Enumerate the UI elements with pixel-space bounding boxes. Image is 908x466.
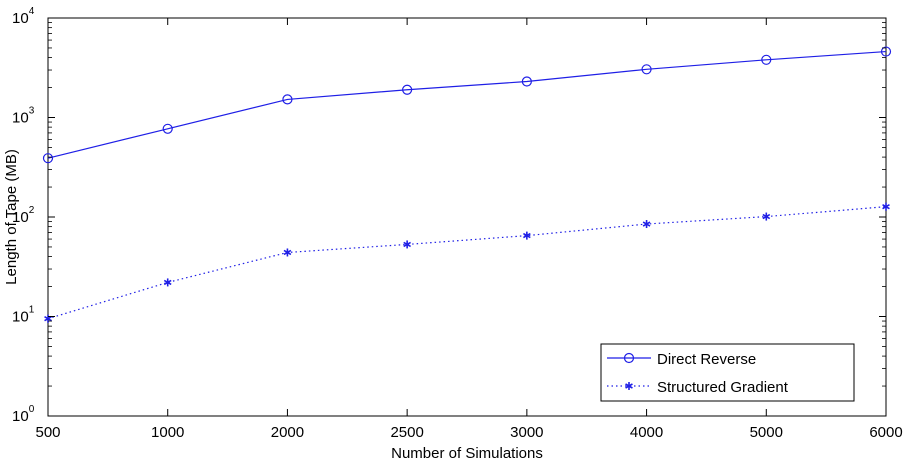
y-tick-label-3: 103 (12, 106, 35, 127)
legend-label-direct-reverse: Direct Reverse (657, 351, 756, 368)
y-tick-label-1: 101 (12, 305, 35, 326)
x-tick-label-5: 4000 (630, 424, 663, 441)
y-tick-label-0: 100 (12, 404, 35, 425)
x-tick-label-7: 6000 (869, 424, 902, 441)
series-line-0 (47, 50, 887, 159)
x-tick-label-6: 5000 (750, 424, 783, 441)
x-tick-label-4: 3000 (510, 424, 543, 441)
data-point-s1-5 (642, 220, 651, 229)
y-tick-label-4: 104 (12, 6, 35, 27)
data-point-s0-7 (880, 46, 892, 57)
x-axis-label: Number of Simulations (391, 445, 543, 462)
y-tick-label-2: 102 (12, 205, 35, 226)
legend: Direct Reverse Structured Gradient (600, 343, 855, 402)
axis-ticks (47, 17, 887, 417)
series-markers (42, 46, 892, 323)
data-point-s0-1 (162, 123, 173, 134)
legend-asterisk-shape (625, 382, 633, 390)
data-point-s0-0 (42, 153, 54, 164)
data-point-s0-3 (402, 84, 413, 95)
y-axis-label: Length of Tape (MB) (3, 149, 20, 285)
legend-marker-direct-reverse (623, 352, 635, 364)
data-point-s0-6 (761, 54, 772, 65)
data-point-s0-2 (282, 94, 293, 105)
axis-tick-labels: 500 1000 2000 2500 3000 4000 5000 6000 100 101 102… (12, 6, 903, 441)
series-line-1 (47, 206, 887, 320)
x-tick-label-0: 500 (35, 424, 60, 441)
series-lines (47, 50, 887, 320)
data-point-s1-6 (762, 212, 771, 221)
legend-label-structured-gradient: Structured Gradient (657, 379, 789, 396)
legend-marker-structured-gradient (625, 382, 633, 390)
x-tick-label-2: 2000 (271, 424, 304, 441)
data-point-s0-5 (641, 64, 652, 75)
x-tick-label-3: 2500 (390, 424, 423, 441)
data-point-s1-2 (283, 248, 292, 257)
data-point-s1-4 (522, 231, 531, 240)
x-tick-label-1: 1000 (151, 424, 184, 441)
data-point-s1-3 (403, 240, 412, 249)
data-point-s1-7 (882, 202, 890, 211)
legend-box (600, 343, 855, 402)
data-point-s0-4 (521, 76, 532, 87)
data-point-s1-1 (163, 278, 172, 287)
